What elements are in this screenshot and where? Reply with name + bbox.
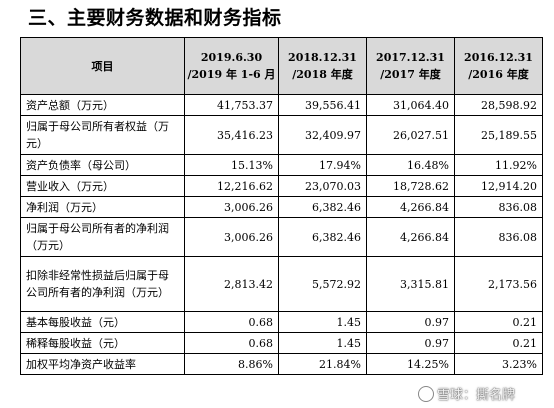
cell-value: 4,266.84: [366, 217, 455, 257]
cell-value: 12,914.20: [454, 175, 543, 197]
cell-value: 2,173.56: [454, 256, 543, 312]
section-title: 三、主要财务数据和财务指标: [28, 7, 282, 29]
row-label: 稀释每股收益（元）: [20, 332, 185, 354]
table-row: 资产负债率（母公司） 15.13% 17.94% 16.48% 11.92%: [20, 154, 543, 176]
watermark-text: 雪球：撕名牌: [437, 388, 516, 403]
table-row: 归属于母公司所有者权益（万元） 35,416.23 32,409.97 26,0…: [20, 115, 543, 155]
cell-value: 1.45: [278, 332, 367, 354]
row-label: 资产负债率（母公司）: [20, 154, 185, 176]
cell-value: 0.68: [184, 311, 279, 333]
cell-value: 35,416.23: [184, 115, 279, 155]
cell-value: 12,216.62: [184, 175, 279, 197]
table-row: 净利润（万元） 3,006.26 6,382.46 4,266.84 836.0…: [20, 196, 543, 218]
row-label: 扣除非经常性损益后归属于母公司所有者的净利润（万元）: [20, 256, 185, 312]
cell-value: 14.25%: [366, 353, 455, 375]
xueqiu-logo-icon: [418, 385, 434, 402]
financial-data-table: 项目 2019.6.30/2019 年 1-6 月 2018.12.31/201…: [20, 37, 543, 375]
table-row: 归属于母公司所有者的净利润（万元） 3,006.26 6,382.46 4,26…: [20, 217, 543, 257]
header-period-2018: 2018.12.31/2018 年度: [278, 37, 367, 95]
cell-value: 6,382.46: [278, 196, 367, 218]
cell-value: 28,598.92: [454, 94, 543, 116]
row-label: 归属于母公司所有者的净利润（万元）: [20, 217, 185, 257]
row-label: 加权平均净资产收益率: [20, 353, 185, 375]
cell-value: 8.86%: [184, 353, 279, 375]
cell-value: 25,189.55: [454, 115, 543, 155]
cell-value: 5,572.92: [278, 256, 367, 312]
cell-value: 0.68: [184, 332, 279, 354]
cell-value: 836.08: [454, 196, 543, 218]
cell-value: 0.21: [454, 311, 543, 333]
cell-value: 32,409.97: [278, 115, 367, 155]
header-period-2019h1: 2019.6.30/2019 年 1-6 月: [184, 37, 279, 95]
table-header-row: 项目 2019.6.30/2019 年 1-6 月 2018.12.31/201…: [20, 37, 543, 95]
cell-value: 41,753.37: [184, 94, 279, 116]
table-row: 营业收入（万元） 12,216.62 23,070.03 18,728.62 1…: [20, 175, 543, 197]
header-period-2017: 2017.12.31/2017 年度: [366, 37, 455, 95]
row-label: 净利润（万元）: [20, 196, 185, 218]
cell-value: 836.08: [454, 217, 543, 257]
cell-value: 17.94%: [278, 154, 367, 176]
cell-value: 18,728.62: [366, 175, 455, 197]
header-period-2016: 2016.12.31/2016 年度: [454, 37, 543, 95]
cell-value: 2,813.42: [184, 256, 279, 312]
cell-value: 15.13%: [184, 154, 279, 176]
cell-value: 3.23%: [454, 353, 543, 375]
cell-value: 16.48%: [366, 154, 455, 176]
table-row: 基本每股收益（元） 0.68 1.45 0.97 0.21: [20, 311, 543, 333]
watermark: 雪球：撕名牌: [418, 384, 515, 403]
row-label: 基本每股收益（元）: [20, 311, 185, 333]
cell-value: 6,382.46: [278, 217, 367, 257]
row-label: 营业收入（万元）: [20, 175, 185, 197]
table-row: 加权平均净资产收益率 8.86% 21.84% 14.25% 3.23%: [20, 353, 543, 375]
table-row: 资产总额（万元） 41,753.37 39,556.41 31,064.40 2…: [20, 94, 543, 116]
cell-value: 39,556.41: [278, 94, 367, 116]
cell-value: 3,006.26: [184, 217, 279, 257]
cell-value: 1.45: [278, 311, 367, 333]
cell-value: 21.84%: [278, 353, 367, 375]
cell-value: 31,064.40: [366, 94, 455, 116]
cell-value: 3,006.26: [184, 196, 279, 218]
table-row: 稀释每股收益（元） 0.68 1.45 0.97 0.21: [20, 332, 543, 354]
cell-value: 0.21: [454, 332, 543, 354]
cell-value: 0.97: [366, 332, 455, 354]
cell-value: 0.97: [366, 311, 455, 333]
cell-value: 4,266.84: [366, 196, 455, 218]
row-label: 资产总额（万元）: [20, 94, 185, 116]
cell-value: 3,315.81: [366, 256, 455, 312]
cell-value: 11.92%: [454, 154, 543, 176]
header-item: 项目: [20, 37, 185, 95]
cell-value: 23,070.03: [278, 175, 367, 197]
cell-value: 26,027.51: [366, 115, 455, 155]
row-label: 归属于母公司所有者权益（万元）: [20, 115, 185, 155]
table-row: 扣除非经常性损益后归属于母公司所有者的净利润（万元） 2,813.42 5,57…: [20, 256, 543, 312]
